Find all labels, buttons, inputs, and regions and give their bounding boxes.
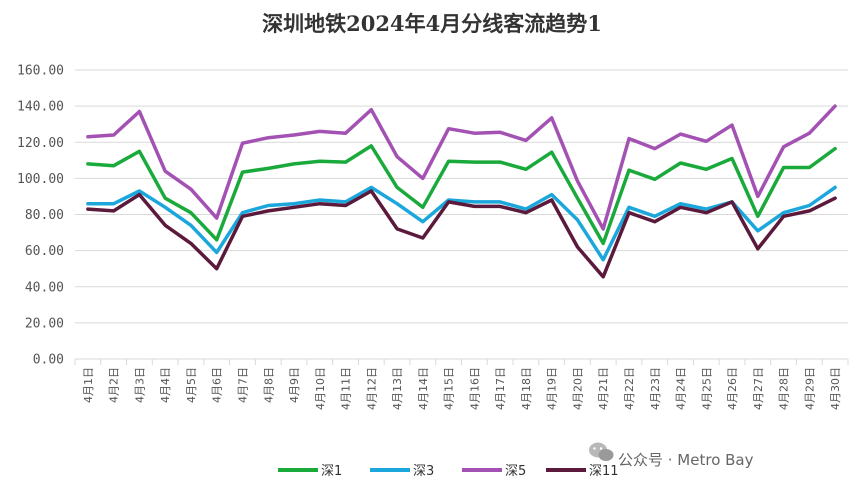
x-tick-label: 4月1日 xyxy=(82,367,95,403)
y-tick-label: 160.00 xyxy=(17,64,64,79)
y-tick-label: 0.00 xyxy=(33,353,64,368)
x-tick-label: 4月19日 xyxy=(546,367,559,410)
x-tick-label: 4月20日 xyxy=(571,367,584,410)
legend-label: 深5 xyxy=(505,464,526,479)
x-tick-label: 4月25日 xyxy=(700,367,713,410)
chart-title: 深圳地铁2024年4月分线客流趋势1 xyxy=(262,11,602,36)
x-tick-label: 4月17日 xyxy=(494,367,507,410)
watermark-text: 公众号 · Metro Bay xyxy=(618,451,754,469)
x-tick-label: 4月12日 xyxy=(365,367,378,410)
x-tick-label: 4月16日 xyxy=(468,367,481,410)
x-tick-label: 4月27日 xyxy=(752,367,765,410)
y-tick-label: 60.00 xyxy=(25,244,64,259)
x-tick-label: 4月28日 xyxy=(778,367,791,410)
y-tick-label: 140.00 xyxy=(17,100,64,115)
series-line-3 xyxy=(86,189,837,279)
legend-label: 深3 xyxy=(413,464,434,479)
x-tick-label: 4月3日 xyxy=(133,367,146,403)
x-tick-label: 4月9日 xyxy=(288,367,301,403)
series-line-0 xyxy=(86,144,837,246)
legend-label: 深11 xyxy=(589,464,619,479)
x-tick-label: 4月10日 xyxy=(314,367,327,410)
x-tick-label: 4月6日 xyxy=(211,367,224,403)
x-tick-label: 4月5日 xyxy=(185,367,198,403)
x-tick-label: 4月26日 xyxy=(726,367,739,410)
y-tick-label: 120.00 xyxy=(17,136,64,151)
watermark: 公众号 · Metro Bay xyxy=(589,442,754,469)
legend-label: 深1 xyxy=(321,464,342,479)
wechat-icon xyxy=(589,442,614,461)
y-tick-label: 80.00 xyxy=(25,208,64,223)
x-tick-label: 4月13日 xyxy=(391,367,404,410)
y-tick-label: 20.00 xyxy=(25,316,64,331)
x-tick-label: 4月14日 xyxy=(417,367,430,410)
x-tick-label: 4月2日 xyxy=(108,367,121,403)
series-line-2 xyxy=(86,104,837,231)
y-tick-label: 100.00 xyxy=(17,172,64,187)
series-line-1 xyxy=(86,185,837,262)
x-tick-label: 4月24日 xyxy=(675,367,688,410)
y-tick-label: 40.00 xyxy=(25,280,64,295)
x-tick-label: 4月4日 xyxy=(159,367,172,403)
legend: 深1 深3 深5 深11 xyxy=(278,464,619,479)
x-tick-label: 4月11日 xyxy=(340,367,353,410)
y-axis-ticks: 0.00 20.00 40.00 60.00 80.00 100.00 120.00 140.… xyxy=(17,64,64,368)
x-axis-ticks: 4月1日 4月2日 4月3日 4月4日 4月5日 4月6日 4月7日 4月8日 4月9日 4月10… xyxy=(74,359,849,410)
x-tick-label: 4月30日 xyxy=(829,367,842,410)
x-tick-label: 4月8日 xyxy=(262,367,275,403)
x-tick-label: 4月23日 xyxy=(649,367,662,410)
series-layer xyxy=(86,104,837,279)
x-tick-label: 4月18日 xyxy=(520,367,533,410)
x-tick-label: 4月22日 xyxy=(623,367,636,410)
x-tick-label: 4月21日 xyxy=(597,367,610,410)
grid-layer xyxy=(75,69,848,360)
x-tick-label: 4月15日 xyxy=(443,367,456,410)
x-tick-label: 4月7日 xyxy=(236,367,249,403)
x-tick-label: 4月29日 xyxy=(803,367,816,410)
